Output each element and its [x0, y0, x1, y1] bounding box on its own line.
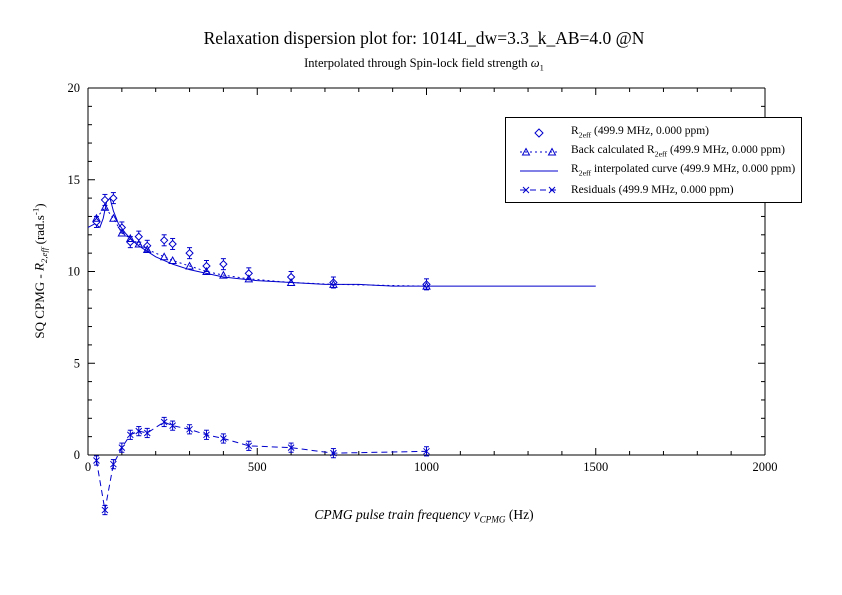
y-tick-labels: 0 5 10 15 20 — [68, 81, 81, 462]
xlabel-text: CPMG pulse train frequency — [314, 507, 474, 522]
nu-symbol: ν — [473, 507, 480, 522]
legend-label: R2eff interpolated curve (499.9 MHz, 0.0… — [571, 163, 796, 178]
legend-marker-triangle-icon — [520, 146, 558, 155]
chart-title: Relaxation dispersion plot for: 1014L_dw… — [203, 28, 645, 48]
legend-marker-line-icon — [520, 170, 558, 171]
legend-label: R2eff (499.9 MHz, 0.000 ppm) — [571, 125, 709, 140]
y-tick-label: 0 — [74, 448, 80, 462]
ylabel-exponent: -1 — [30, 207, 41, 216]
chart-subtitle: Interpolated through Spin-lock field str… — [83, 56, 765, 73]
ylabel-prefix: SQ CPMG - — [31, 271, 47, 339]
y-axis-label: SQ CPMG - R2,eff (rad.s-1) — [31, 203, 50, 338]
series-interpolated-curve — [87, 197, 596, 287]
legend-entry: R2eff (499.9 MHz, 0.000 ppm) — [516, 123, 797, 142]
y-tick-label: 5 — [74, 356, 80, 370]
legend-entry: R2eff interpolated curve (499.9 MHz, 0.0… — [516, 161, 797, 180]
y-tick-label: 20 — [68, 81, 81, 95]
x-tick-label: 500 — [248, 460, 267, 474]
legend-marker-x-icon — [520, 186, 558, 193]
xlabel-units: (Hz) — [505, 507, 534, 522]
y-tick-label: 10 — [68, 265, 81, 279]
nu-subscript: CPMG — [479, 514, 506, 525]
legend-entry: Back calculated R2eff (499.9 MHz, 0.000 … — [516, 142, 797, 161]
series-r2eff — [92, 192, 431, 291]
x-axis-label: CPMG pulse train frequency νCPMG (Hz) — [83, 507, 765, 525]
x-tick-labels: 0 500 1000 1500 2000 — [85, 460, 778, 474]
series-back-calculated — [92, 202, 431, 290]
legend-entry: Residuals (499.9 MHz, 0.000 ppm) — [516, 180, 797, 199]
legend-marker-diamond-icon — [534, 127, 544, 138]
x-tick-label: 2000 — [753, 460, 778, 474]
x-tick-label: 0 — [85, 460, 91, 474]
y-tick-label: 15 — [68, 173, 81, 187]
x-tick-label: 1500 — [583, 460, 608, 474]
omega-symbol: ω — [530, 56, 540, 70]
subtitle-text: Interpolated through Spin-lock field str… — [304, 56, 531, 70]
legend-label: Residuals (499.9 MHz, 0.000 ppm) — [571, 183, 734, 196]
ylabel-units: (rad.s — [31, 215, 47, 248]
x-tick-label: 1000 — [414, 460, 439, 474]
legend-box: R2eff (499.9 MHz, 0.000 ppm) Back calcula… — [505, 117, 802, 203]
series-residuals — [93, 416, 430, 516]
ylabel-close: ) — [31, 203, 47, 208]
legend-label: Back calculated R2eff (499.9 MHz, 0.000 … — [571, 144, 785, 159]
ylabel-symbol: R2,eff — [31, 247, 50, 272]
omega-subscript: 1 — [539, 62, 544, 73]
